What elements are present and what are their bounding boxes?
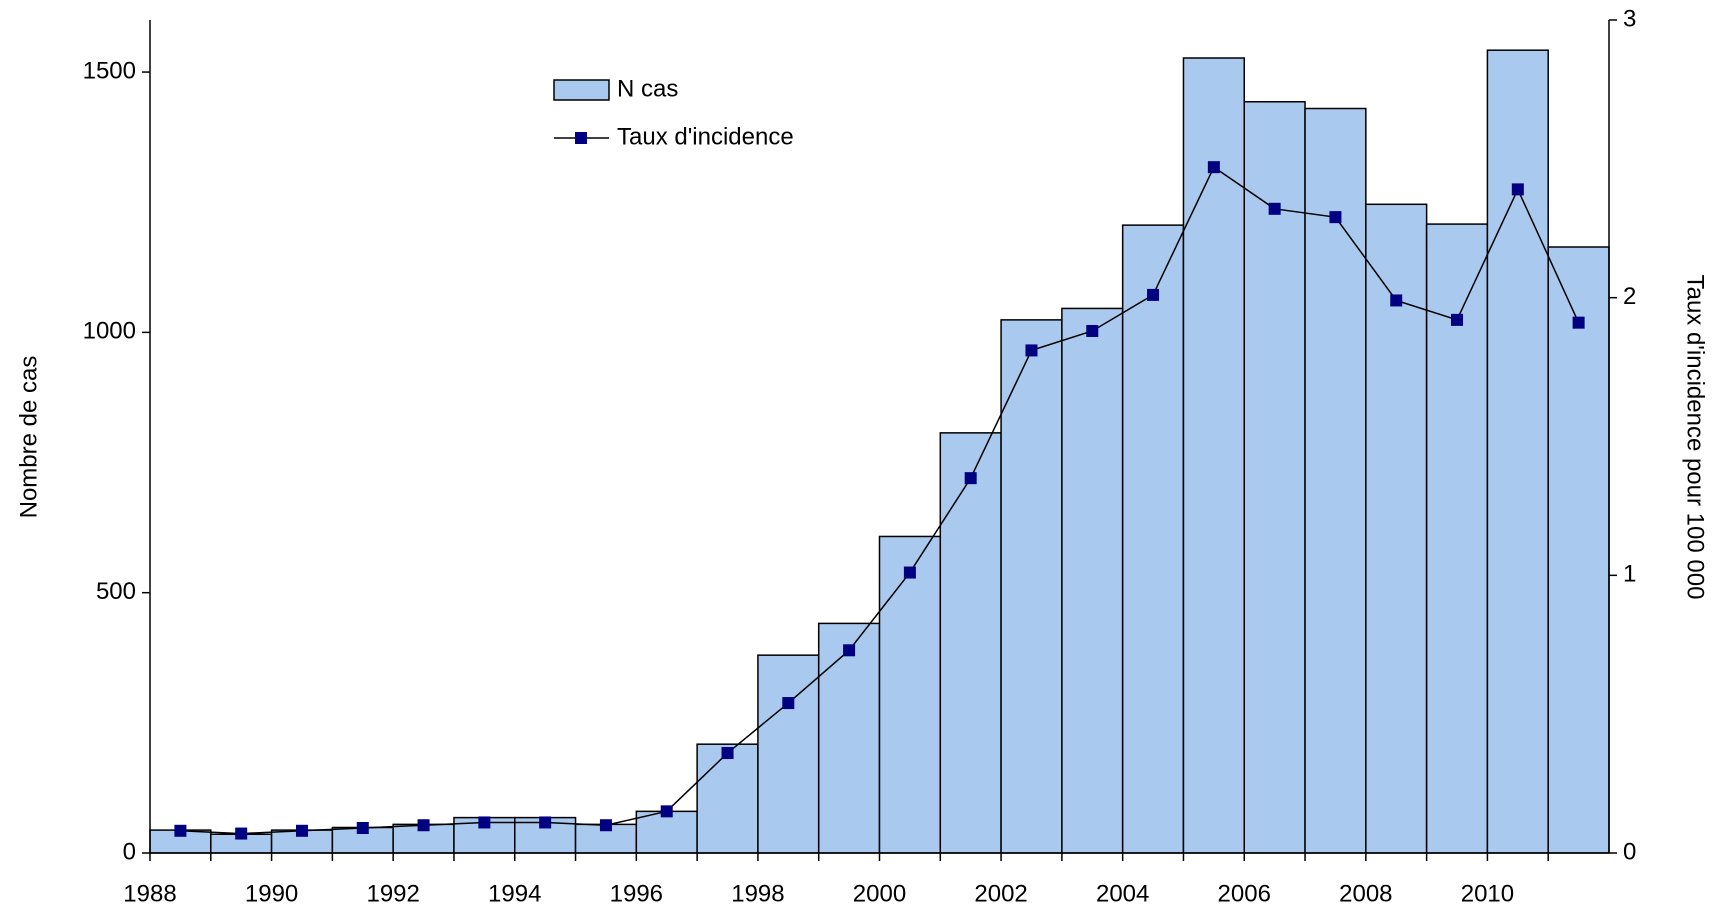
bar	[757, 654, 820, 854]
bar	[1000, 319, 1063, 854]
y2-axis-title: Taux d'incidence pour 100 000	[1682, 275, 1709, 600]
marker	[539, 816, 552, 829]
marker	[660, 805, 673, 818]
bar	[1121, 224, 1185, 854]
y-tick-label: 1000	[83, 318, 136, 345]
marker	[1572, 316, 1585, 329]
y-tick-label: 1500	[83, 57, 136, 84]
bar	[878, 535, 942, 854]
bar	[1182, 57, 1246, 854]
marker	[1511, 183, 1524, 196]
line	[180, 166, 1580, 835]
marker	[1086, 324, 1099, 337]
bar	[939, 432, 1002, 854]
y2-tick-label: 3	[1623, 5, 1636, 32]
bar	[635, 810, 698, 854]
y2-tick-label: 2	[1623, 283, 1636, 310]
x-tick-label: 2004	[1096, 880, 1149, 907]
marker	[356, 822, 369, 835]
x-tick-label: 2000	[853, 880, 906, 907]
bar	[1061, 307, 1124, 854]
x-tick-label: 1988	[123, 880, 176, 907]
x-tick-label: 1998	[731, 880, 784, 907]
legend-swatch	[553, 79, 610, 101]
marker	[782, 697, 795, 710]
y-tick-label: 0	[123, 838, 136, 865]
y-axis-title: Nombre de cas	[15, 356, 42, 519]
marker	[478, 816, 491, 829]
marker	[1207, 161, 1220, 174]
bar	[817, 622, 881, 854]
marker	[903, 566, 916, 579]
marker	[235, 827, 248, 840]
bar	[1243, 100, 1306, 854]
x-tick-label: 2002	[974, 880, 1027, 907]
marker	[721, 747, 734, 760]
bar	[1304, 107, 1367, 854]
bar	[1425, 223, 1489, 854]
x-tick-label: 2010	[1461, 880, 1514, 907]
x-tick-label: 1990	[245, 880, 298, 907]
marker	[1147, 288, 1160, 301]
legend-label: Taux d'incidence	[617, 123, 794, 150]
marker	[417, 819, 430, 832]
bar	[1365, 203, 1428, 854]
marker	[843, 644, 856, 657]
y2-tick-label: 0	[1623, 838, 1636, 865]
marker	[295, 824, 308, 837]
marker	[1329, 211, 1342, 224]
x-tick-label: 2006	[1218, 880, 1271, 907]
x-tick-label: 1994	[488, 880, 541, 907]
marker	[964, 472, 977, 485]
marker	[1025, 344, 1038, 357]
x-tick-label: 1992	[366, 880, 419, 907]
bar	[1547, 246, 1610, 854]
marker	[1268, 202, 1281, 215]
marker	[599, 819, 612, 832]
marker	[174, 824, 187, 837]
bar	[696, 743, 759, 854]
legend-label: N cas	[617, 75, 678, 102]
x-tick-label: 2008	[1339, 880, 1392, 907]
y-tick-label: 500	[96, 578, 136, 605]
marker	[1451, 313, 1464, 326]
marker	[1390, 294, 1403, 307]
y2-tick-label: 1	[1623, 561, 1636, 588]
bar	[1486, 49, 1549, 854]
x-tick-label: 1996	[610, 880, 663, 907]
legend-marker	[575, 132, 587, 144]
